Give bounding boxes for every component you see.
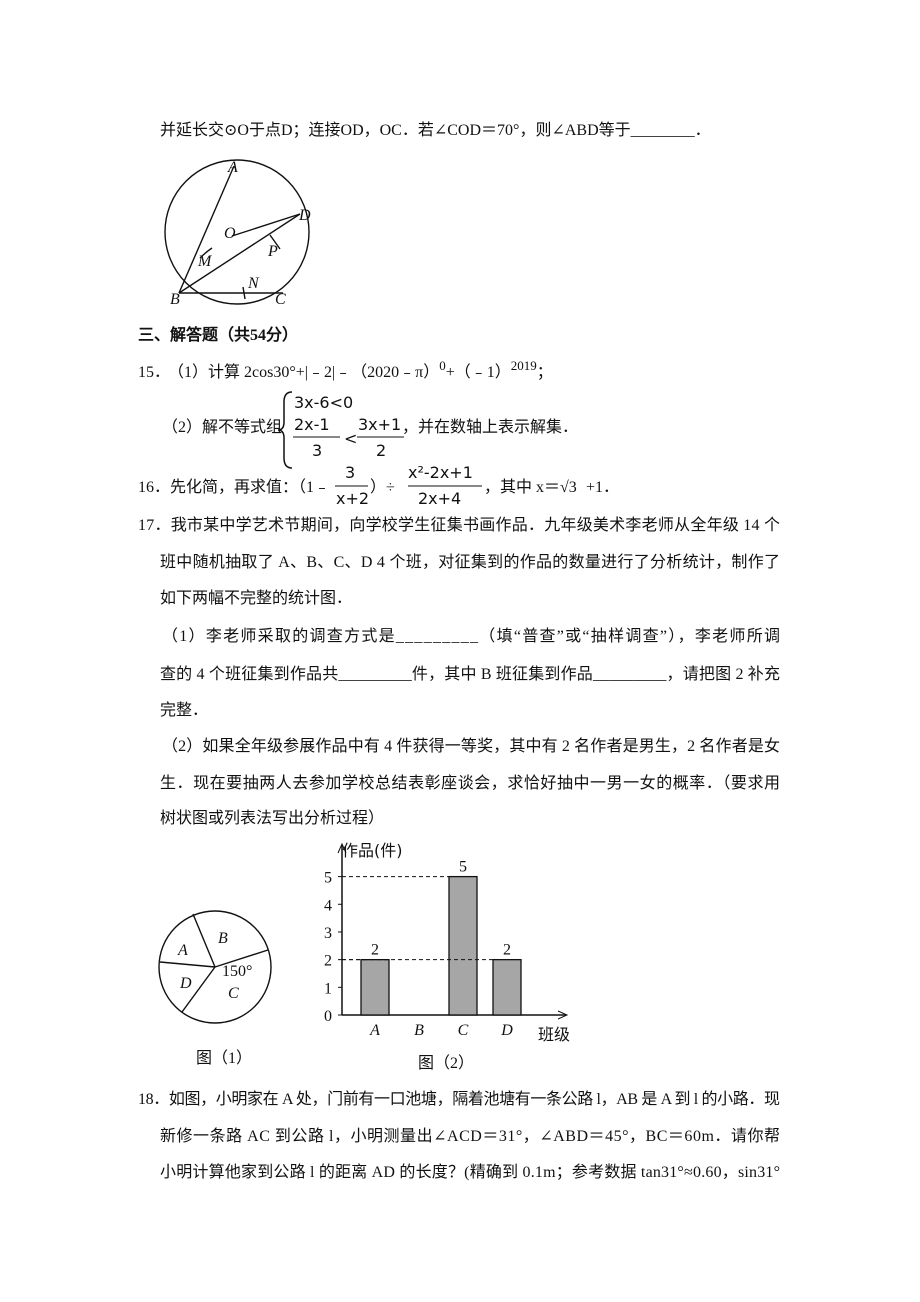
text-line: （1）李老师采取的调查方式是_________（填“普查”或“抽样调查”），李老… bbox=[162, 627, 780, 645]
point-label: N bbox=[247, 275, 260, 292]
point-label: D bbox=[298, 207, 311, 224]
value-label: 2 bbox=[503, 942, 511, 959]
q15-part2: （2）解不等式组 bbox=[162, 418, 282, 436]
text-line: 完整． bbox=[160, 701, 208, 719]
section-title: 三、解答题（共54分） bbox=[138, 325, 298, 344]
pie-labels: A B D 150° C bbox=[177, 930, 252, 1002]
numerator: 3 bbox=[345, 463, 355, 482]
pie-figure bbox=[158, 910, 272, 1024]
axis-arrow bbox=[557, 1010, 569, 1020]
bar-chart: 0 1 2 3 4 5 作品(件) 班级图（2） A 2 B C 5 D 2 bbox=[324, 841, 570, 1072]
denominator: 3 bbox=[312, 441, 322, 460]
text-line: 树状图或列表法写出分析过程） bbox=[160, 809, 384, 827]
point-label: O bbox=[224, 225, 236, 242]
y-axis-label: 作品(件) bbox=[342, 841, 403, 860]
point-label: P bbox=[267, 243, 278, 260]
value-label: 5 bbox=[459, 859, 467, 876]
y-tick-label: 2 bbox=[324, 953, 332, 970]
y-tick-label: 0 bbox=[324, 1008, 332, 1025]
text-line: 如下两幅不完整的统计图． bbox=[160, 589, 352, 607]
sector-label: D bbox=[179, 975, 192, 992]
text-line: 18．如图，小明家在 A 处，门前有一口池塘，隔着池塘有一条公路 l，AB 是 … bbox=[138, 1090, 780, 1108]
brace bbox=[277, 391, 293, 469]
numerator: x²-2x+1 bbox=[408, 463, 473, 482]
bar bbox=[360, 958, 390, 1016]
q16-prefix: 16．先化简，再求值：（1﹣ bbox=[138, 478, 330, 496]
text-line: 班中随机抽取了 A、B、C、D 4 个班，对征集到的作品的数量进行了分析统计，制… bbox=[160, 553, 780, 571]
x-tick-label: C bbox=[458, 1022, 469, 1039]
system-line2: 2x-1 3 < 3x+1 2 bbox=[293, 415, 404, 460]
text-line: 17．我市某中学艺术节期间，向学校学生征集书画作品．九年级美术李老师从全年级 1… bbox=[138, 516, 780, 534]
text-line: 查的 4 个班征集到作品共_________件，其中 B 班征集到作品_____… bbox=[160, 665, 780, 683]
sector-label: C bbox=[228, 985, 239, 1002]
value-label: 2 bbox=[371, 942, 379, 959]
text: ； bbox=[537, 364, 553, 381]
point-label: C bbox=[275, 291, 286, 308]
y-tick-label: 4 bbox=[324, 897, 332, 914]
y-tick-label: 3 bbox=[324, 925, 332, 942]
q-number: 15． bbox=[138, 364, 170, 381]
numerator: 2x-1 bbox=[294, 415, 330, 434]
sector-label: B bbox=[218, 930, 228, 947]
operator: < bbox=[344, 429, 357, 448]
sector-label: A bbox=[177, 942, 188, 959]
q15-line1: 15． （1）计算 2cos30°+|﹣2|﹣（2020﹣π）0+（﹣1）2019… bbox=[138, 358, 553, 381]
y-tick-label: 1 bbox=[324, 980, 332, 997]
text: +（﹣1） bbox=[446, 363, 511, 381]
point-label: M bbox=[197, 253, 213, 270]
figure-caption: 图（1） bbox=[196, 1049, 252, 1067]
q18: 18．如图，小明家在 A 处，门前有一口池塘，隔着池塘有一条公路 l，AB 是 … bbox=[138, 1090, 780, 1181]
denominator: 2 bbox=[376, 441, 386, 460]
text-line: （2）如果全年级参展作品中有 4 件获得一等奖，其中有 2 名作者是男生，2 名… bbox=[162, 736, 780, 755]
axis-arrow bbox=[337, 842, 347, 854]
angle-label: 150° bbox=[222, 963, 252, 980]
x-axis-label: 班级 bbox=[538, 1025, 570, 1044]
denominator: 2x+4 bbox=[418, 489, 461, 508]
text-line: 新修一条路 AC 到公路 l，小明测量出∠ACD＝31°，∠ABD＝45°，BC… bbox=[160, 1127, 780, 1145]
text-line: 生．现在要抽两人去参加学校总结表彰座谈会，求恰好抽中一男一女的概率．（要求用 bbox=[160, 773, 780, 792]
q16-end: +1． bbox=[586, 479, 619, 496]
point-label: A bbox=[227, 159, 238, 176]
superscript: 0 bbox=[439, 358, 446, 373]
q17: 17．我市某中学艺术节期间，向学校学生征集书画作品．九年级美术李老师从全年级 1… bbox=[138, 516, 780, 827]
q16-tail: ，其中 x＝ bbox=[484, 478, 560, 496]
bar bbox=[448, 875, 478, 1016]
x-tick-label: A bbox=[369, 1022, 380, 1039]
q14-text: 并延长交⊙O于点D；连接OD，OC．若∠COD＝70°，则∠ABD等于_____… bbox=[160, 121, 711, 139]
circle-figure bbox=[164, 159, 310, 305]
superscript: 2019 bbox=[511, 358, 537, 373]
text-line: 小明计算他家到公路 l 的距离 AD 的长度？(精确到 0.1m；参考数据 ta… bbox=[160, 1162, 780, 1181]
figure-caption: 图（2） bbox=[418, 1054, 474, 1072]
numerator: 3x+1 bbox=[358, 415, 401, 434]
x-tick-label: D bbox=[500, 1022, 513, 1039]
x-tick-label: B bbox=[414, 1022, 424, 1039]
circle-labels: A M O D P B N C bbox=[170, 159, 311, 308]
q16-middle: ）÷ bbox=[370, 478, 395, 496]
bar bbox=[492, 958, 522, 1016]
system-line: 3x-6<0 bbox=[294, 393, 353, 412]
point-label: B bbox=[170, 291, 180, 308]
text: （1）计算 2cos30°+|﹣2|﹣（2020﹣π） bbox=[176, 362, 439, 381]
q15-suffix: ，并在数轴上表示解集． bbox=[402, 418, 578, 436]
root: √3 bbox=[560, 479, 577, 496]
q16: 16．先化简，再求值：（1﹣ 3 x+2 ）÷ x²-2x+1 2x+4 ，其中… bbox=[138, 463, 619, 508]
denominator: x+2 bbox=[336, 489, 369, 508]
y-tick-label: 5 bbox=[324, 870, 332, 887]
